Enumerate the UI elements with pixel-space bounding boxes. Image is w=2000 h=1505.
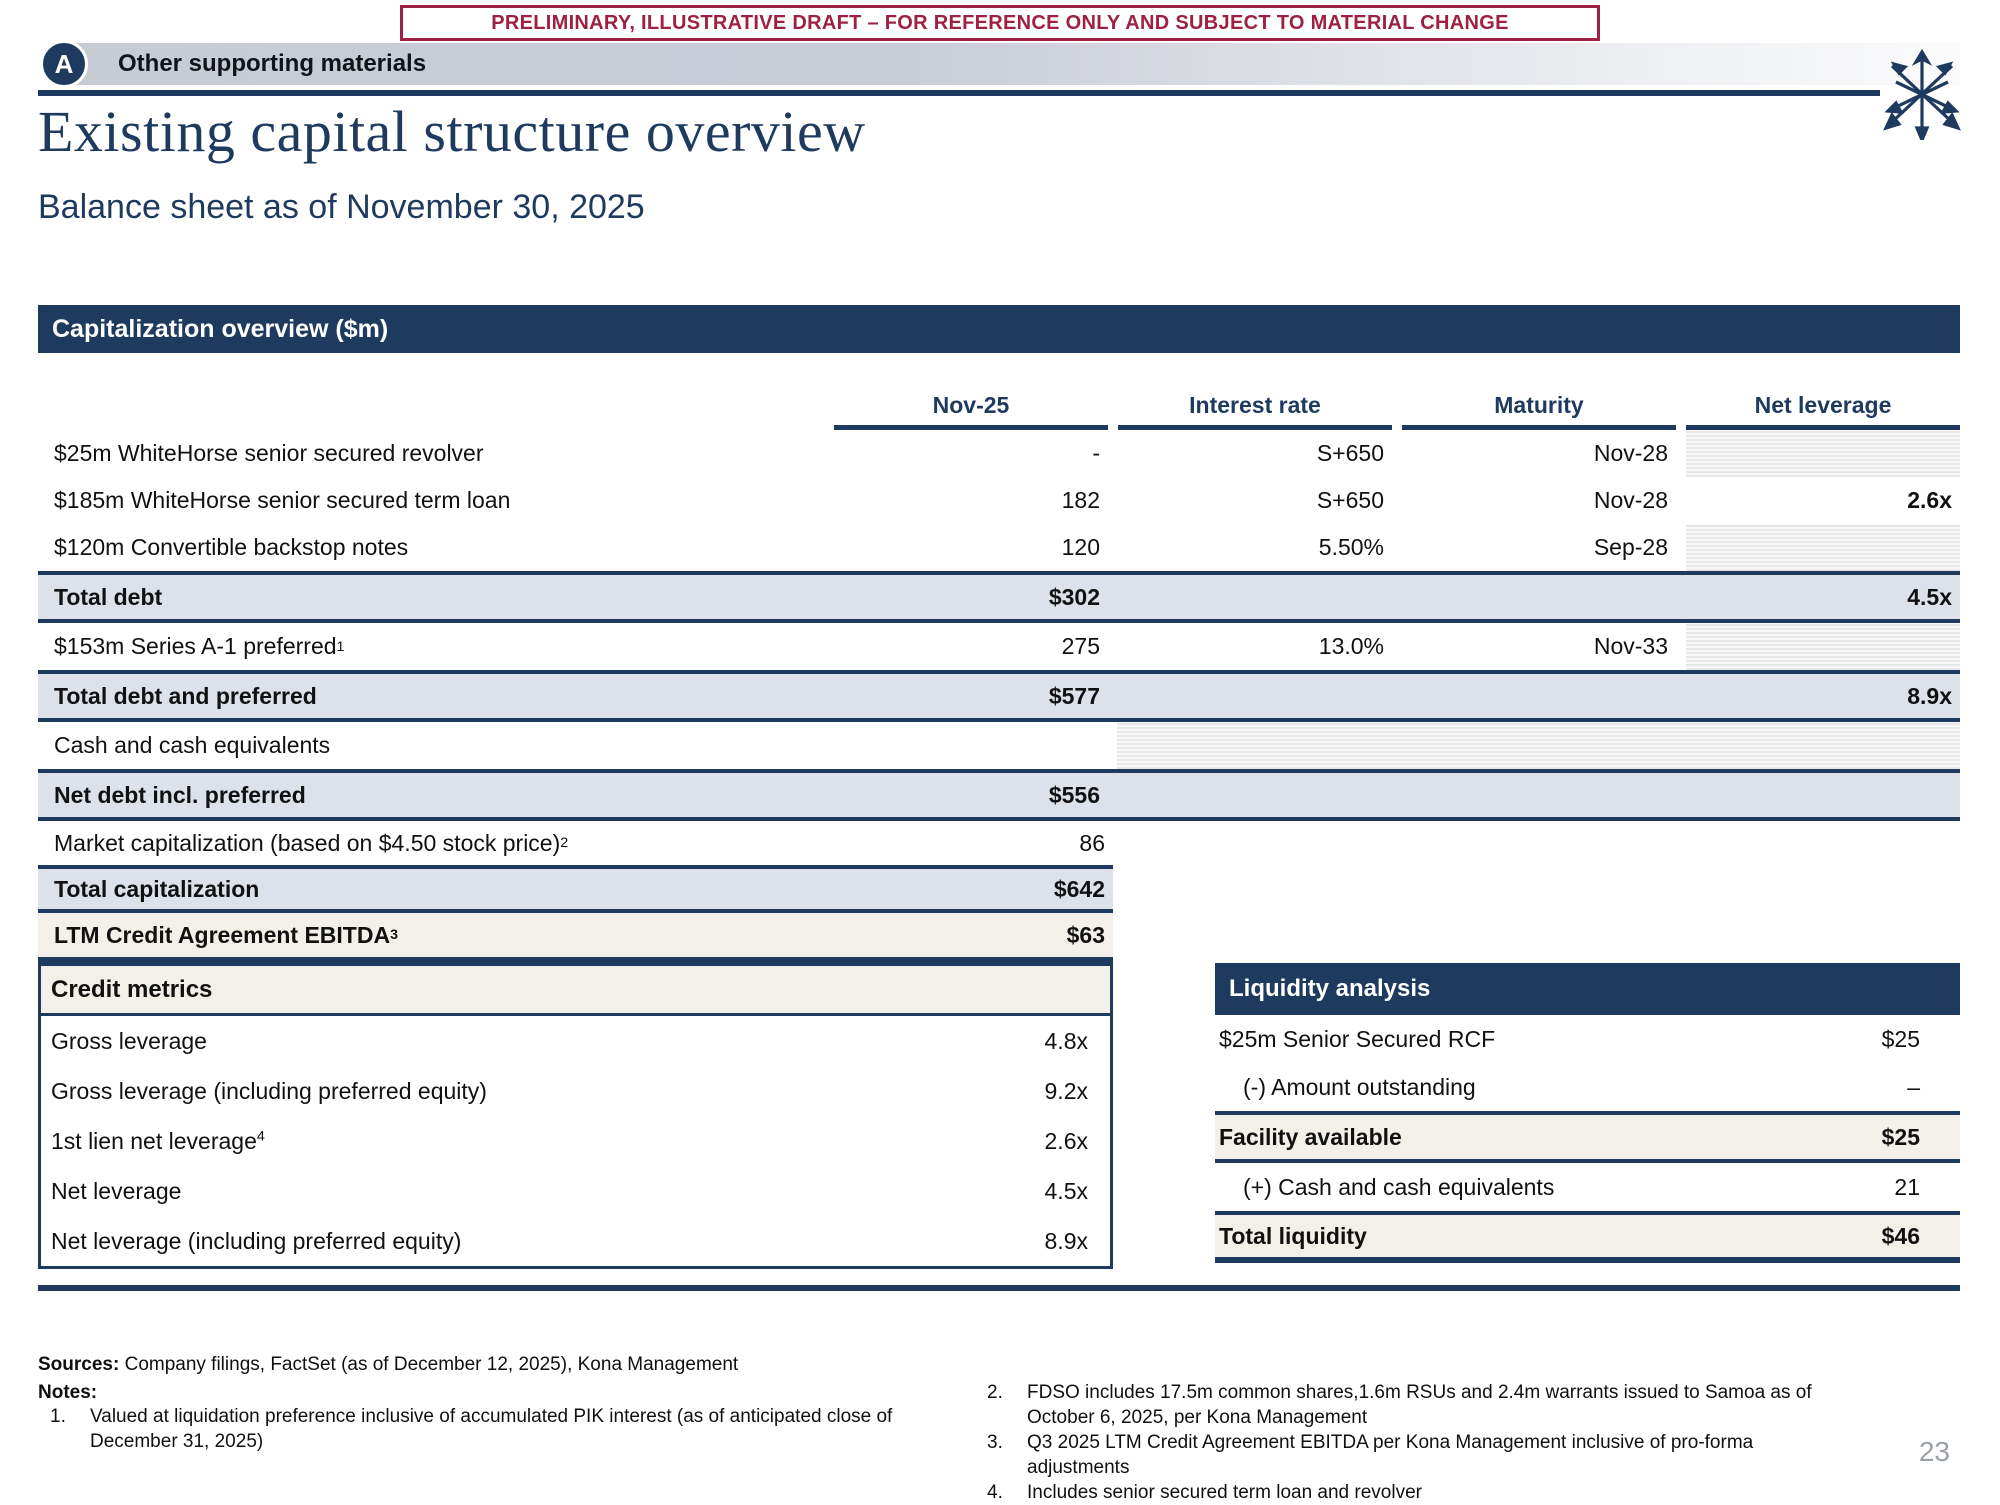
credit-row-gross-leverage-pref: Gross leverage (including preferred equi… [51,1077,1088,1104]
table-row-convertible-notes: $120m Convertible backstop notes 120 5.5… [38,524,1960,571]
page-title: Existing capital structure overview [38,99,866,164]
cap-table-header-bar: Capitalization overview ($m) [38,305,1960,353]
liquidity-row-cash: (+) Cash and cash equivalents 21 [1215,1163,1960,1211]
credit-metrics-header: Credit metrics [41,966,1110,1016]
cap-table-column-headers: Nov-25 Interest rate Maturity Net levera… [38,386,1960,430]
draft-banner: PRELIMINARY, ILLUSTRATIVE DRAFT – FOR RE… [400,5,1600,41]
table-row-term-loan: $185m WhiteHorse senior secured term loa… [38,477,1960,524]
hatched-cell [1686,430,1960,477]
liquidity-row-rcf: $25m Senior Secured RCF $25 [1215,1015,1960,1063]
table-row-series-a1-preferred: $153m Series A-1 preferred 1 275 13.0% No… [38,623,1960,670]
credit-row-first-lien: 1st lien net leverage4 2.6x [51,1127,1088,1154]
credit-row-net-leverage: Net leverage 4.5x [51,1177,1088,1204]
liquidity-header: Liquidity analysis [1215,963,1960,1015]
liquidity-row-facility-available: Facility available $25 [1215,1111,1960,1163]
footnote-3: 3. Q3 2025 LTM Credit Agreement EBITDA p… [987,1432,1754,1479]
col-header-maturity: Maturity [1402,386,1676,430]
notes-label: Notes: [38,1382,98,1403]
arrow-burst-logo-icon [1883,48,1961,140]
table-row-revolver: $25m WhiteHorse senior secured revolver … [38,430,1960,477]
liquidity-analysis-box: Liquidity analysis $25m Senior Secured R… [1215,963,1960,1263]
col-header-interest-rate: Interest rate [1118,386,1392,430]
cap-table: Nov-25 Interest rate Maturity Net levera… [38,386,1960,963]
credit-row-gross-leverage: Gross leverage 4.8x [51,1027,1088,1054]
footnote-2: 2. FDSO includes 17.5m common shares,1.6… [987,1382,1812,1429]
bottom-rule [38,1285,1960,1291]
table-row-total-debt: Total debt $302 4.5x [38,571,1960,623]
header-rule [38,90,1880,96]
cap-table-header-text: Capitalization overview ($m) [52,314,389,343]
table-row-total-debt-and-preferred: Total debt and preferred $577 8.9x [38,670,1960,722]
table-row-total-capitalization: Total capitalization $642 [38,865,1113,913]
hatched-cell [1117,722,1960,769]
footnote-1: 1. Valued at liquidation preference incl… [50,1406,893,1453]
table-row-ltm-ebitda: LTM Credit Agreement EBITDA 3 $63 [38,913,1113,963]
footnote-4: 4. Includes senior secured term loan and… [987,1482,1422,1504]
section-badge: A [40,40,88,88]
table-row-cash: Cash and cash equivalents (21) [38,722,1960,769]
credit-row-net-leverage-pref: Net leverage (including preferred equity… [51,1227,1088,1254]
section-tab-label: Other supporting materials [118,50,427,77]
table-row-market-cap: Market capitalization (based on $4.50 st… [38,821,1113,865]
section-badge-letter: A [54,48,74,79]
page-subtitle: Balance sheet as of November 30, 2025 [38,188,645,226]
liquidity-row-amount-outstanding: (-) Amount outstanding – [1215,1063,1960,1111]
hatched-cell [1686,623,1960,670]
hatched-cell [1686,524,1960,571]
table-row-net-debt: Net debt incl. preferred $556 [38,769,1960,821]
liquidity-row-total-liquidity: Total liquidity $46 [1215,1211,1960,1263]
credit-metrics-box: Credit metrics Gross leverage 4.8x Gross… [38,963,1113,1269]
sources-line: Sources: Company filings, FactSet (as of… [38,1354,739,1375]
sources-label: Sources: [38,1354,120,1375]
section-tab-bar [55,43,1960,85]
col-header-net-leverage: Net leverage [1686,386,1960,430]
footnotes-left: 1. Valued at liquidation preference incl… [38,1404,978,1454]
col-header-nov25: Nov-25 [834,386,1108,430]
draft-banner-text: PRELIMINARY, ILLUSTRATIVE DRAFT – FOR RE… [491,11,1509,34]
footnotes-right: 2. FDSO includes 17.5m common shares,1.6… [975,1380,1825,1505]
page-number: 23 [1918,1436,1950,1467]
